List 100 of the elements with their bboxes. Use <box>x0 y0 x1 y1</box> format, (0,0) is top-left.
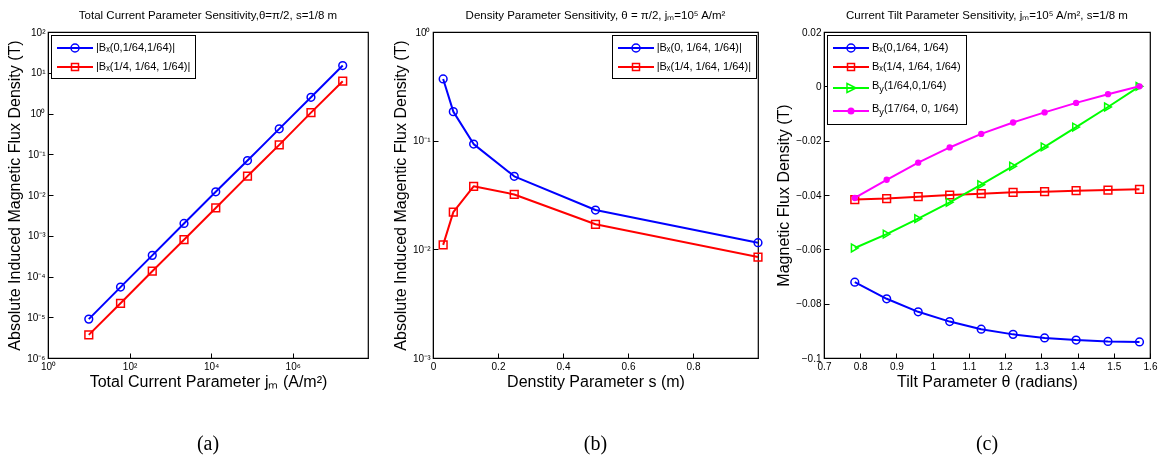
point <box>882 193 892 204</box>
point <box>946 144 953 151</box>
legend-label: |Bₓ(1/4, 1/64, 1/64)| <box>656 59 751 74</box>
chart-title: Density Parameter Sensitivity, θ = π/2, jₘ=10⁵ A/m² <box>465 8 726 21</box>
x-axis-title: Total Current Parameter jₘ (A/m²) <box>89 372 328 390</box>
x-axis-title: Tilt Parameter θ (radians) <box>897 372 1078 390</box>
point <box>1072 99 1080 107</box>
x-tick-label: 1.4 <box>1071 360 1086 372</box>
point <box>914 214 923 224</box>
point <box>883 176 890 183</box>
point <box>1134 184 1145 194</box>
point <box>179 218 189 229</box>
legend-label: B$_{y}$(17/64, 0, 1/64) <box>872 101 959 120</box>
chart-title: Total Current Parameter Sensitivity,θ=π/2, s=1/8 m <box>78 8 338 21</box>
y-tick-label: −0.06 <box>796 243 822 255</box>
y-tick-label: 10⁻³ <box>28 230 47 242</box>
y-tick-label: 10⁻² <box>28 189 47 201</box>
y-tick-label: 10⁻¹ <box>28 148 47 160</box>
point <box>469 181 479 191</box>
text: (a) <box>196 432 220 455</box>
point <box>850 277 860 287</box>
point <box>338 76 348 86</box>
point <box>945 316 955 327</box>
point <box>242 155 253 166</box>
point <box>115 298 126 308</box>
point <box>1008 161 1018 171</box>
point <box>753 238 763 248</box>
point <box>1008 187 1018 197</box>
point <box>306 108 316 118</box>
point <box>1134 337 1145 347</box>
x-tick-label: 10² <box>122 360 138 372</box>
point <box>913 307 923 317</box>
x-tick-label: 1.3 <box>1034 360 1050 372</box>
y-tick-label: 10⁻⁴ <box>27 271 46 282</box>
point <box>976 189 986 199</box>
point <box>1071 186 1081 196</box>
x-tick-label: 0.8 <box>853 360 869 372</box>
x-tick-label: 1.1 <box>962 360 977 372</box>
text: (b) <box>583 432 608 455</box>
point <box>115 282 126 292</box>
point <box>147 266 157 276</box>
point <box>1040 142 1049 152</box>
point <box>1071 335 1081 345</box>
point <box>1008 329 1018 339</box>
legend-label: |Bₓ(1/4, 1/64, 1/64)| <box>96 59 191 74</box>
point <box>211 187 221 197</box>
point <box>977 180 986 190</box>
y-tick-label: 10⁻² <box>413 243 432 255</box>
x-tick-label: 1.5 <box>1107 360 1122 372</box>
point <box>945 197 954 207</box>
point <box>753 252 763 262</box>
x-tick-label: 0.2 <box>491 360 506 372</box>
point <box>84 314 94 324</box>
point <box>274 140 284 150</box>
x-tick-label: 10⁴ <box>203 360 220 372</box>
point <box>1039 187 1050 197</box>
legend-label: |Bₓ(0, 1/64, 1/64)| <box>656 40 742 55</box>
legend-label: |Bₓ(0,1/64,1/64)| <box>96 40 176 55</box>
point <box>945 190 955 200</box>
point <box>915 159 922 166</box>
point <box>509 189 519 200</box>
y-axis-title: Absolute Induced Magentic Flux Density (T) <box>392 40 410 351</box>
x-tick-label: 1 <box>930 360 937 372</box>
x-tick-label: 1.2 <box>998 360 1013 372</box>
point <box>1103 185 1113 195</box>
point <box>147 250 157 260</box>
x-tick-label: 0.6 <box>621 360 636 372</box>
point <box>1039 333 1050 343</box>
point <box>448 207 458 217</box>
point <box>438 240 448 250</box>
y-tick-label: 10⁻⁵ <box>27 311 46 323</box>
point <box>179 235 189 245</box>
y-tick-label: −0.04 <box>796 189 822 201</box>
point <box>338 60 348 71</box>
point <box>438 74 448 84</box>
x-axis-title: Denstity Parameter s (m) <box>507 372 685 390</box>
point <box>1103 336 1113 347</box>
point <box>882 294 892 304</box>
point <box>1041 109 1048 116</box>
y-tick-label: 10¹ <box>31 67 47 79</box>
y-tick-label: 10⁻¹ <box>413 135 432 147</box>
point <box>509 171 519 181</box>
point <box>1103 102 1113 112</box>
x-tick-label: 0.9 <box>889 360 905 372</box>
point <box>850 243 859 253</box>
point <box>1009 119 1017 126</box>
x-tick-label: 0.8 <box>686 360 701 372</box>
y-axis-title: Magnetic Flux Density (T) <box>775 104 793 287</box>
y-tick-label: 10² <box>31 26 47 38</box>
y-tick-label: 0 <box>815 80 822 92</box>
point <box>469 139 479 149</box>
point <box>590 205 601 215</box>
point <box>448 107 458 117</box>
point <box>978 130 985 138</box>
y-tick-label: 10⁻³ <box>413 352 432 364</box>
x-tick-label: 1.6 <box>1143 360 1158 372</box>
point <box>84 330 94 340</box>
point <box>274 124 284 134</box>
point <box>1104 91 1112 98</box>
legend-label: B$_{y}$(1/64,0,1/64) <box>872 78 947 97</box>
